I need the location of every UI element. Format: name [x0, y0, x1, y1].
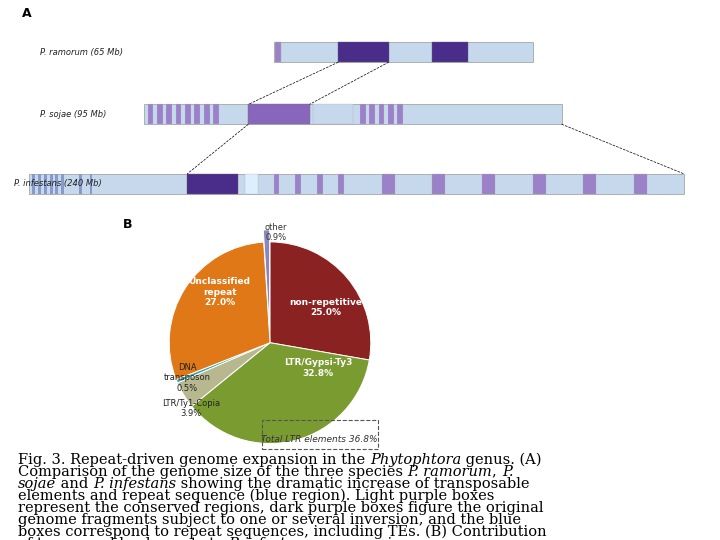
Bar	[61, 174, 64, 194]
Bar	[185, 104, 191, 124]
Bar	[194, 104, 200, 124]
Text: genus. (A): genus. (A)	[461, 453, 541, 467]
Bar	[583, 174, 596, 194]
Text: LTR/Ty1-Copia
3.9%: LTR/Ty1-Copia 3.9%	[162, 399, 220, 418]
Bar	[317, 174, 323, 194]
Bar	[274, 174, 279, 194]
Bar	[157, 104, 163, 124]
Bar	[262, 420, 378, 449]
Text: non-repetitive
25.0%: non-repetitive 25.0%	[289, 298, 362, 317]
Text: DNA
transposon
0.5%: DNA transposon 0.5%	[164, 363, 211, 393]
Bar	[166, 104, 172, 124]
Text: Phytophtora: Phytophtora	[370, 453, 461, 467]
Text: of transposable elements to: of transposable elements to	[18, 537, 228, 540]
Bar	[44, 174, 47, 194]
Text: P. ramorum (65 Mb): P. ramorum (65 Mb)	[40, 48, 122, 57]
Bar	[533, 174, 546, 194]
Bar	[382, 174, 395, 194]
Bar	[55, 174, 58, 194]
Wedge shape	[178, 343, 270, 406]
Text: Total LTR elements 36.8%: Total LTR elements 36.8%	[261, 435, 378, 444]
Text: P. infestans: P. infestans	[93, 477, 176, 491]
Text: B: B	[122, 218, 132, 231]
Bar	[432, 174, 445, 194]
Text: and: and	[56, 477, 93, 491]
Text: genome fragments subject to one or several inversion, and the blue: genome fragments subject to one or sever…	[18, 513, 521, 527]
Text: A: A	[22, 8, 31, 21]
Text: genome size.: genome size.	[312, 537, 413, 540]
Wedge shape	[192, 343, 369, 443]
Text: sojae: sojae	[18, 477, 56, 491]
Bar	[338, 174, 344, 194]
Wedge shape	[264, 230, 269, 330]
Bar	[275, 42, 281, 62]
Text: other
0.9%: other 0.9%	[265, 222, 287, 242]
Bar	[148, 104, 153, 124]
Bar	[32, 174, 35, 194]
Bar	[213, 104, 219, 124]
Bar	[313, 104, 353, 124]
Wedge shape	[176, 343, 270, 383]
Text: P. sojae (95 Mb): P. sojae (95 Mb)	[40, 110, 106, 119]
Text: ,: ,	[492, 465, 502, 479]
Bar	[274, 42, 533, 62]
Text: LTR/Gypsi-Ty3
32.8%: LTR/Gypsi-Ty3 32.8%	[284, 358, 353, 377]
Bar	[187, 174, 238, 194]
Text: P. infestans (240 Mb): P. infestans (240 Mb)	[14, 179, 102, 188]
Text: P. ramorum: P. ramorum	[408, 465, 492, 479]
Text: P. infestans: P. infestans	[228, 537, 312, 540]
Bar	[369, 104, 375, 124]
Bar	[397, 104, 403, 124]
Text: Fig. 3. Repeat-driven genome expansion in the: Fig. 3. Repeat-driven genome expansion i…	[18, 453, 370, 467]
Bar	[634, 174, 647, 194]
Bar	[144, 104, 562, 124]
Bar	[248, 104, 310, 124]
Bar	[379, 104, 384, 124]
Wedge shape	[169, 242, 270, 380]
Bar	[482, 174, 495, 194]
Bar	[295, 174, 301, 194]
Bar	[38, 174, 41, 194]
Text: Comparison of the genome size of the three species: Comparison of the genome size of the thr…	[18, 465, 408, 479]
Text: showing the dramatic increase of transposable: showing the dramatic increase of transpo…	[176, 477, 530, 491]
Bar	[79, 174, 82, 194]
Bar	[204, 104, 210, 124]
Text: elements and repeat sequence (blue region). Light purple boxes: elements and repeat sequence (blue regio…	[18, 489, 495, 503]
Text: represent the conserved regions, dark purple boxes figure the original: represent the conserved regions, dark pu…	[18, 501, 544, 515]
Bar	[388, 104, 394, 124]
Bar	[176, 104, 181, 124]
Bar	[338, 42, 389, 62]
Bar	[432, 42, 468, 62]
Text: Unclassified
repeat
27.0%: Unclassified repeat 27.0%	[189, 278, 251, 307]
Text: P.: P.	[502, 465, 513, 479]
Wedge shape	[270, 242, 371, 360]
Bar	[50, 174, 53, 194]
Text: boxes correspond to repeat sequences, including TEs. (B) Contribution: boxes correspond to repeat sequences, in…	[18, 525, 546, 539]
Bar	[90, 174, 92, 194]
Bar	[245, 174, 258, 194]
Bar	[360, 104, 366, 124]
Bar	[29, 174, 684, 194]
